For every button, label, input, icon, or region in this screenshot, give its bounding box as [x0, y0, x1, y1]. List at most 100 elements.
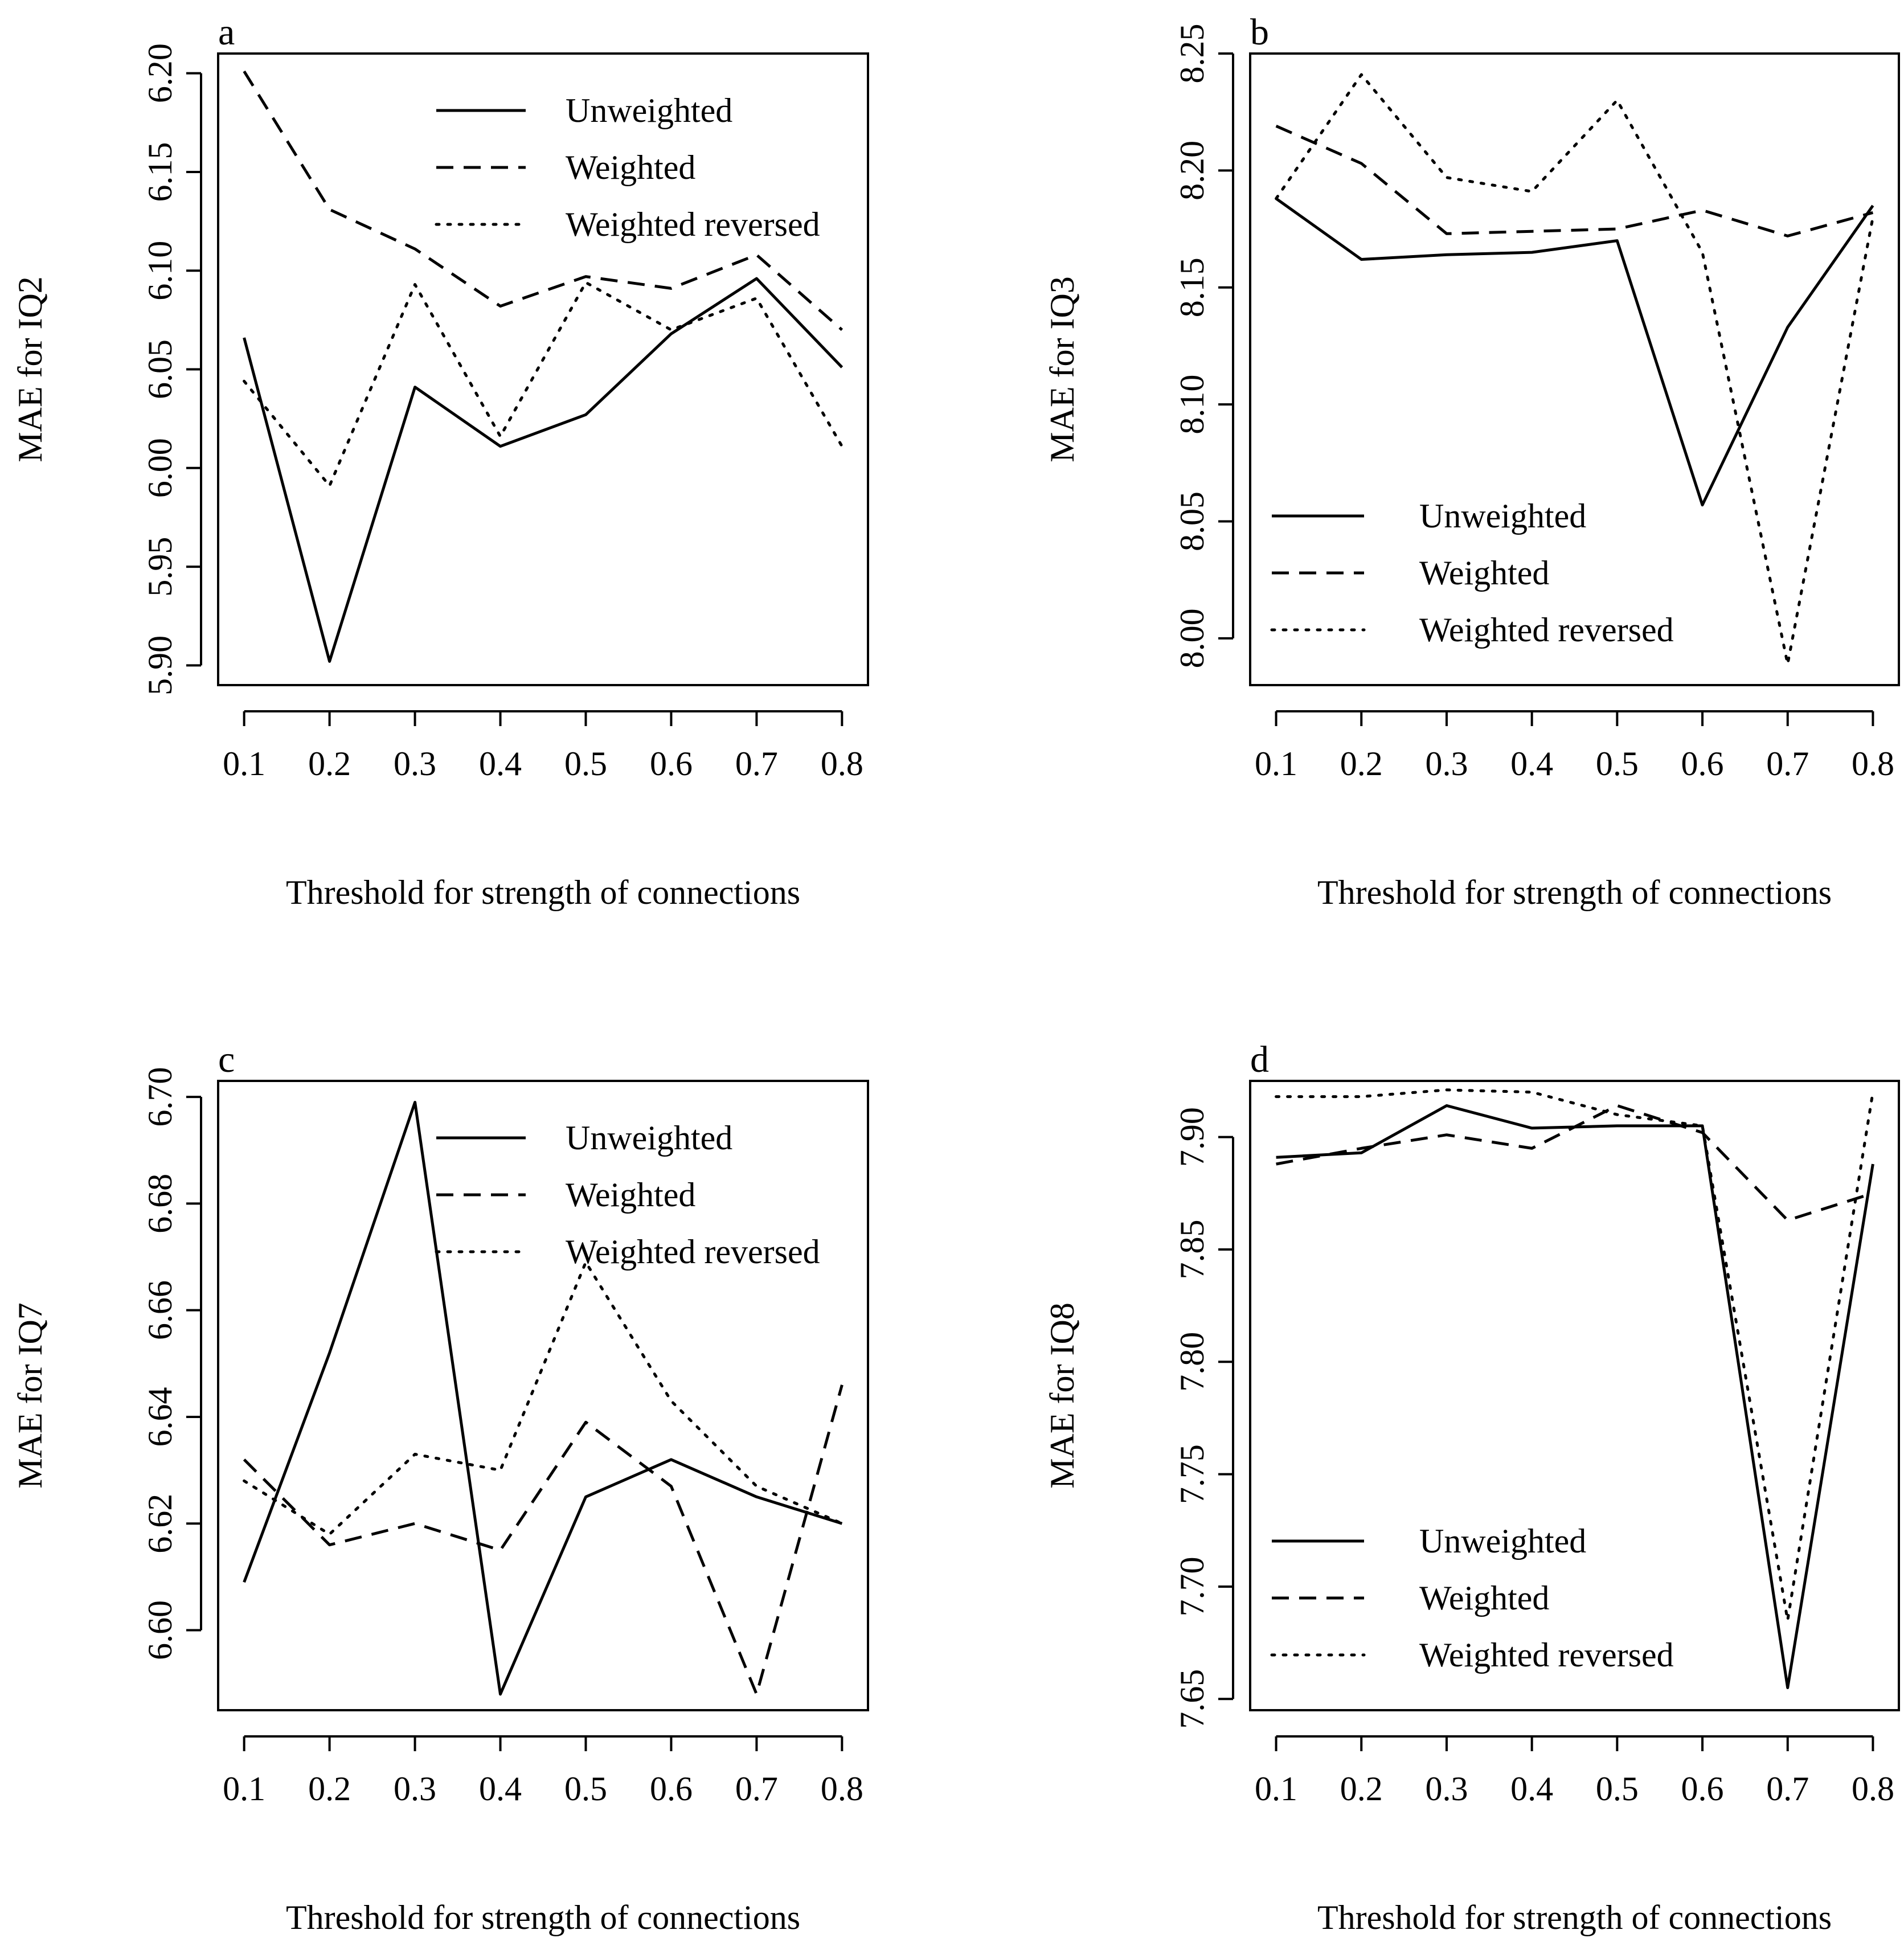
- x-tick-label: 0.7: [1766, 745, 1809, 782]
- legend-label: Weighted: [566, 1176, 695, 1214]
- y-tick-label: 6.10: [141, 241, 179, 301]
- y-tick-label: 8.15: [1173, 257, 1211, 317]
- x-tick-label: 0.1: [1255, 1770, 1297, 1808]
- x-tick-label: 0.8: [821, 745, 863, 782]
- legend-label: Weighted reversed: [566, 1233, 820, 1271]
- series-line-weighted-reversed: [1275, 1088, 1874, 1622]
- y-tick-label: 5.90: [141, 636, 179, 695]
- legend: Unweighted Weighted Weighted reversed: [435, 1119, 820, 1271]
- plot-frame: [217, 1080, 869, 1711]
- y-tick-label: 7.75: [1173, 1444, 1211, 1504]
- plot-frame: [1249, 1080, 1900, 1711]
- legend-label: Weighted: [1419, 554, 1549, 592]
- y-tick-label: 6.00: [141, 438, 179, 498]
- y-tick-label: 6.64: [141, 1387, 179, 1447]
- x-tick-label: 0.5: [1596, 1770, 1639, 1808]
- x-tick-label: 0.1: [1255, 745, 1297, 782]
- x-tick-label: 0.7: [735, 1770, 778, 1808]
- series-line-weighted-reversed: [243, 1260, 844, 1536]
- series-line-weighted: [1276, 1104, 1874, 1222]
- y-tick-label: 6.70: [141, 1067, 179, 1127]
- x-tick-label: 0.2: [308, 1770, 351, 1808]
- x-axis-title: Threshold for strength of connections: [286, 1899, 800, 1936]
- y-tick-label: 5.95: [141, 537, 179, 597]
- y-tick-label: 6.60: [141, 1600, 179, 1660]
- x-tick-label: 0.6: [650, 1770, 693, 1808]
- x-tick-label: 0.1: [223, 1770, 265, 1808]
- panel-label: a: [218, 11, 235, 53]
- series-line-weighted: [243, 70, 844, 331]
- y-axis-title: MAE for IQ7: [11, 1302, 49, 1489]
- legend-label: Weighted: [1419, 1579, 1549, 1617]
- x-tick-label: 0.6: [1681, 1770, 1724, 1808]
- y-axis-title: MAE for IQ8: [1043, 1302, 1081, 1489]
- panel-label: d: [1250, 1039, 1269, 1080]
- x-tick-label: 0.3: [1425, 745, 1468, 782]
- x-tick-label: 0.5: [564, 745, 607, 782]
- y-tick-label: 8.10: [1173, 375, 1211, 435]
- y-tick-label: 8.00: [1173, 608, 1211, 668]
- x-tick-label: 0.6: [650, 745, 693, 782]
- series-line-weighted-reversed: [1275, 73, 1874, 666]
- panel-label: b: [1250, 11, 1269, 53]
- legend-label: Weighted: [566, 149, 695, 186]
- x-tick-label: 0.4: [1510, 745, 1553, 782]
- y-axis-title: MAE for IQ3: [1043, 276, 1081, 462]
- chart-panel-d: 0.1 0.2 0.3 0.4 0.5 0.6 0.7 0.8 7.65 7.70 7.75 7.80…: [1043, 1039, 1900, 1936]
- x-tick-label: 0.5: [564, 1770, 607, 1808]
- legend-label: Weighted reversed: [1419, 611, 1674, 649]
- x-tick-label: 0.2: [1340, 745, 1383, 782]
- x-tick-label: 0.6: [1681, 745, 1724, 782]
- legend-label: Unweighted: [566, 92, 732, 129]
- y-tick-label: 7.90: [1173, 1107, 1211, 1167]
- legend-label: Unweighted: [1419, 497, 1586, 535]
- x-tick-label: 0.2: [1340, 1770, 1383, 1808]
- x-tick-label: 0.3: [1425, 1770, 1468, 1808]
- x-tick-label: 0.4: [479, 1770, 522, 1808]
- plot-frame: [217, 52, 869, 686]
- y-tick-label: 6.05: [141, 339, 179, 399]
- x-tick-label: 0.8: [1852, 1770, 1894, 1808]
- y-tick-label: 6.68: [141, 1174, 179, 1234]
- y-axis-title: MAE for IQ2: [11, 276, 49, 462]
- series-line-unweighted: [243, 277, 844, 663]
- y-tick-label: 6.62: [141, 1494, 179, 1554]
- chart-panel-a: 0.1 0.2 0.3 0.4 0.5 0.6 0.7 0.8 5.90 5.95 6.00 6.05…: [11, 11, 869, 911]
- chart-panel-c: 0.1 0.2 0.3 0.4 0.5 0.6 0.7 0.8 6.60 6.62 6.64 6.66…: [11, 1039, 869, 1936]
- legend: Unweighted Weighted Weighted reversed: [1270, 497, 1674, 649]
- x-tick-label: 0.3: [394, 745, 436, 782]
- x-tick-label: 0.8: [821, 1770, 863, 1808]
- legend: Unweighted Weighted Weighted reversed: [435, 92, 820, 243]
- series-line-weighted: [243, 1384, 844, 1696]
- x-tick-label: 0.4: [1510, 1770, 1553, 1808]
- y-tick-label: 8.20: [1173, 141, 1211, 200]
- chart-panel-b: 0.1 0.2 0.3 0.4 0.5 0.6 0.7 0.8 8.00 8.05 8.10 8.15…: [1043, 11, 1900, 911]
- x-tick-label: 0.2: [308, 745, 351, 782]
- x-axis-title: Threshold for strength of connections: [1317, 874, 1832, 911]
- y-tick-label: 6.66: [141, 1280, 179, 1340]
- legend-label: Weighted reversed: [1419, 1636, 1674, 1674]
- panel-label: c: [218, 1039, 235, 1080]
- x-tick-label: 0.3: [394, 1770, 436, 1808]
- x-tick-label: 0.5: [1596, 745, 1639, 782]
- x-tick-label: 0.7: [1766, 1770, 1809, 1808]
- x-tick-label: 0.8: [1852, 745, 1894, 782]
- x-axis-title: Threshold for strength of connections: [286, 874, 800, 911]
- y-tick-label: 7.70: [1173, 1556, 1211, 1616]
- y-tick-label: 8.25: [1173, 24, 1211, 84]
- legend: Unweighted Weighted Weighted reversed: [1270, 1522, 1674, 1674]
- x-tick-label: 0.4: [479, 745, 522, 782]
- x-axis-title: Threshold for strength of connections: [1317, 1899, 1832, 1936]
- series-line-weighted: [1275, 125, 1874, 237]
- legend-label: Unweighted: [566, 1119, 732, 1157]
- series-line-unweighted: [243, 1101, 843, 1696]
- legend-label: Unweighted: [1419, 1522, 1586, 1560]
- series-line-weighted-reversed: [243, 281, 844, 487]
- y-tick-label: 7.80: [1173, 1332, 1211, 1392]
- series-line-unweighted: [1275, 197, 1874, 507]
- y-tick-label: 7.65: [1173, 1669, 1211, 1729]
- y-tick-label: 7.85: [1173, 1219, 1211, 1279]
- y-tick-label: 6.20: [141, 43, 179, 103]
- y-tick-label: 6.15: [141, 142, 179, 202]
